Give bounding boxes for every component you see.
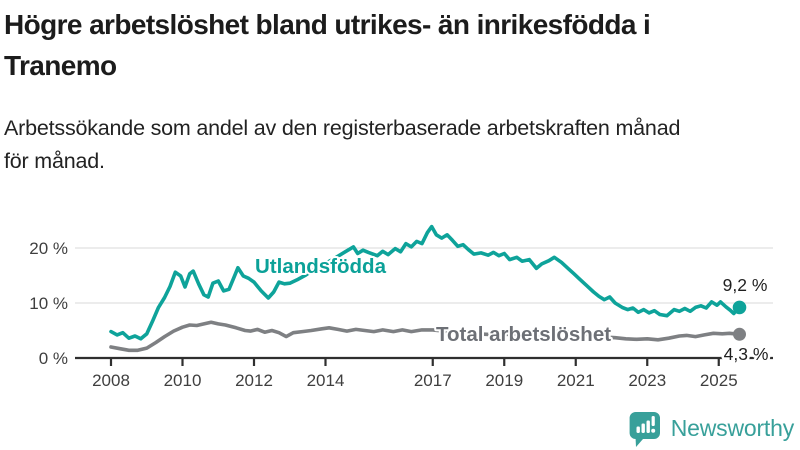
utlandsfodda-end-dot [732,300,747,315]
exclamation-bar [651,416,655,426]
x-tick-label-2023: 2023 [628,371,666,390]
series-label-total-arbetsloshet: Total arbetslöshet [436,323,611,346]
x-axis-tick-labels: 2008 2010 2012 2014 2017 2019 2021 2023 2025 [92,371,738,390]
x-axis-ticks [109,358,720,366]
series-label-utlandsfodda: Utlandsfödda [255,255,387,278]
total-arbetsloshet-line [109,320,742,353]
y-tick-label-0: 0 % [39,349,68,368]
gridlines [75,247,773,304]
bar-2 [641,423,645,433]
y-tick-label-10: 10 % [29,294,68,313]
y-tick-label-20: 20 % [29,239,68,258]
total-end-dot [733,327,746,341]
x-tick-label-2019: 2019 [485,371,523,390]
x-tick-label-2017: 2017 [414,371,452,390]
x-tick-label-2014: 2014 [307,371,345,390]
newsworthy-logo-icon [629,412,660,447]
page-title: Högre arbetslöshet bland utrikes- än inr… [4,4,796,86]
x-tick-label-2010: 2010 [164,371,202,390]
brand-footer: Newsworthy [628,409,794,447]
x-tick-label-2012: 2012 [235,371,273,390]
title-line-1: Högre arbetslöshet bland utrikes- än inr… [4,9,651,40]
subtitle-line-2: för månad. [4,149,105,173]
utlandsfodda-line [109,224,742,341]
x-tick-label-2008: 2008 [92,371,130,390]
unemployment-line-chart: 0 % 10 % 20 % 2008 2010 2012 2014 2017 2019 2021… [29,224,773,390]
page-subtitle: Arbetssökande som andel av den registerb… [4,112,796,178]
x-tick-label-2025: 2025 [700,371,738,390]
bar-1 [636,426,640,433]
x-tick-label-2021: 2021 [557,371,595,390]
exclamation-dot [650,428,655,433]
brand-name: Newsworthy [670,414,794,441]
y-axis-tick-labels: 0 % 10 % 20 % [29,239,68,368]
end-value-label-utlandsfodda: 9,2 % [723,275,768,295]
end-value-label-total: 4,3 % [724,344,769,364]
title-line-2: Tranemo [4,50,117,81]
bar-3 [646,420,650,433]
subtitle-line-1: Arbetssökande som andel av den registerb… [4,116,681,140]
chart-area: 0 % 10 % 20 % 2008 2010 2012 2014 2017 2019 2021… [0,200,800,400]
